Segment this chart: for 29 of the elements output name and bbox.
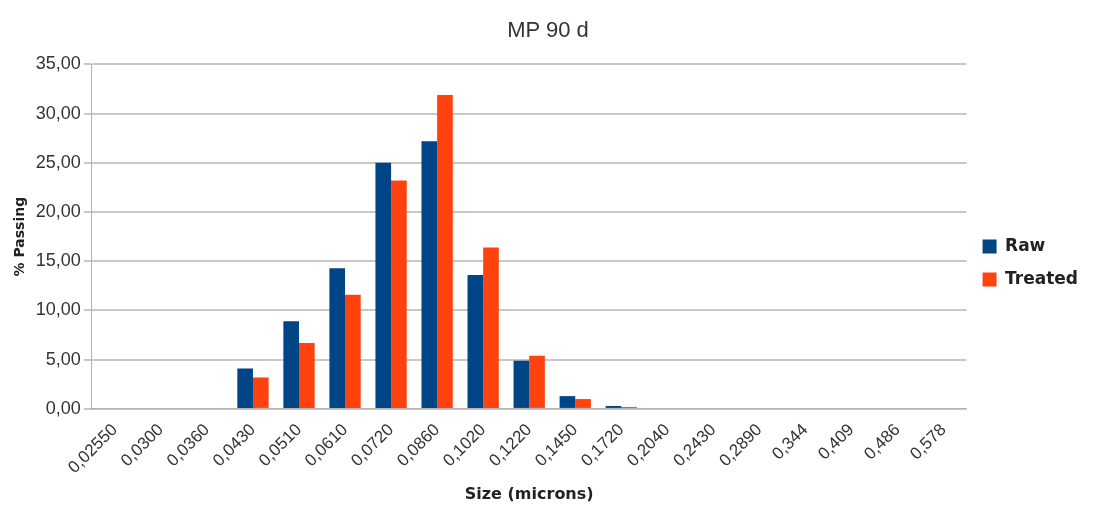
y-tick-label: 35,00 — [35, 53, 81, 74]
bar — [513, 360, 530, 408]
bar — [299, 342, 315, 408]
y-axis-title: % Passing — [11, 196, 28, 277]
bar — [529, 355, 545, 408]
bar — [559, 396, 576, 408]
bar — [345, 294, 361, 408]
y-tick-label: 10,00 — [35, 299, 81, 320]
bar — [575, 399, 591, 408]
y-tick-label: 30,00 — [35, 102, 81, 123]
bar — [252, 377, 269, 408]
y-tick-label: 0,00 — [45, 397, 81, 418]
y-tick-label: 15,00 — [35, 250, 81, 271]
bar — [375, 162, 392, 408]
bar — [421, 141, 438, 408]
bar — [391, 180, 407, 408]
legend-label: Treated — [1005, 267, 1079, 288]
y-tick-label: 5,00 — [45, 348, 81, 369]
bar — [237, 368, 253, 408]
bar — [467, 275, 484, 408]
legend-label: Raw — [1005, 234, 1046, 255]
y-tick-label: 20,00 — [35, 201, 81, 222]
y-tick-label: 25,00 — [35, 151, 81, 172]
bar — [437, 94, 453, 408]
chart-title: MP 90 d — [507, 17, 589, 43]
bar — [483, 247, 499, 408]
x-axis-title: Size (microns) — [464, 483, 594, 503]
bar — [283, 321, 300, 408]
bar — [329, 268, 346, 408]
